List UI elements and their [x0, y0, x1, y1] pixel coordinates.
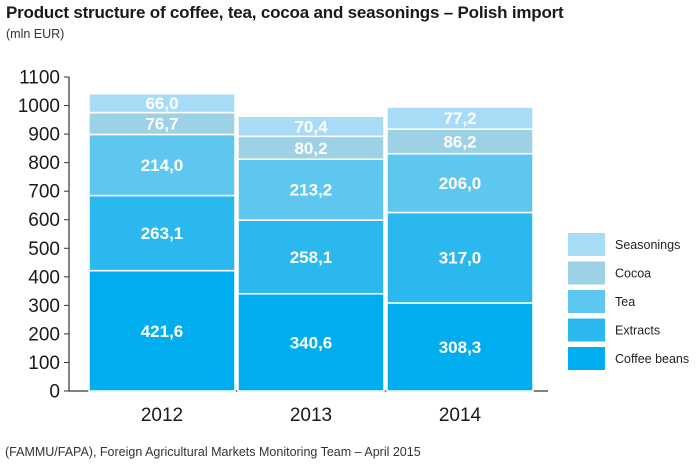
x-category-label: 2013 [290, 405, 332, 426]
data-label: 214,0 [141, 156, 184, 175]
chart-title: Product structure of coffee, tea, cocoa … [6, 3, 564, 22]
y-tick-label: 800 [28, 153, 60, 174]
data-label: 258,1 [290, 248, 333, 267]
legend-swatch [568, 290, 605, 313]
data-label: 308,3 [439, 338, 482, 357]
data-label: 80,2 [294, 139, 327, 158]
y-tick-label: 600 [28, 210, 60, 231]
x-category-label: 2014 [439, 405, 482, 426]
legend-label: Seasonings [615, 238, 680, 252]
data-label: 77,2 [443, 109, 476, 128]
bar-segment [386, 106, 534, 130]
legend-label: Cocoa [615, 267, 651, 281]
bar-segment [237, 219, 385, 295]
bar-segment [237, 293, 385, 392]
legend-swatch [568, 318, 605, 342]
data-label: 66,0 [145, 94, 178, 113]
data-label: 317,0 [439, 249, 482, 268]
data-label: 213,2 [290, 181, 333, 200]
legend-swatch [568, 233, 605, 256]
legend-label: Coffee beans [615, 352, 689, 366]
y-tick-label: 1100 [19, 68, 60, 89]
data-label: 86,2 [443, 132, 476, 151]
data-label: 340,6 [290, 333, 333, 352]
bar-segment [386, 211, 534, 304]
y-tick-label: 300 [28, 296, 60, 317]
y-tick-label: 200 [28, 324, 60, 345]
chart-subtitle: (mln EUR) [6, 27, 65, 41]
bar-segment [237, 115, 385, 138]
bar-segment [386, 302, 534, 392]
data-label: 263,1 [141, 224, 184, 243]
legend-label: Extracts [615, 324, 660, 338]
bar-segment [88, 269, 236, 392]
x-category-label: 2012 [141, 405, 183, 426]
source-note: (FAMMU/FAPA), Foreign Agricultural Marke… [5, 445, 421, 459]
legend-swatch [568, 261, 605, 285]
bar-segment [386, 152, 534, 214]
data-label: 206,0 [439, 174, 482, 193]
y-tick-label: 700 [28, 182, 60, 203]
y-tick-label: 500 [28, 239, 60, 260]
legend-swatch [568, 347, 605, 370]
legend-label: Tea [615, 295, 635, 309]
bar-segment [88, 92, 236, 114]
bar-segment [88, 133, 236, 197]
data-label: 76,7 [145, 115, 178, 134]
bar-segment [386, 128, 534, 155]
y-tick-label: 0 [49, 382, 60, 403]
bar-segment [237, 158, 385, 221]
y-tick-label: 1000 [18, 96, 60, 117]
y-tick-label: 900 [28, 125, 60, 146]
y-tick-label: 100 [28, 353, 60, 374]
bar-segment [88, 194, 236, 272]
y-tick-label: 400 [28, 267, 60, 288]
data-label: 421,6 [141, 322, 184, 341]
data-label: 70,4 [294, 117, 328, 136]
